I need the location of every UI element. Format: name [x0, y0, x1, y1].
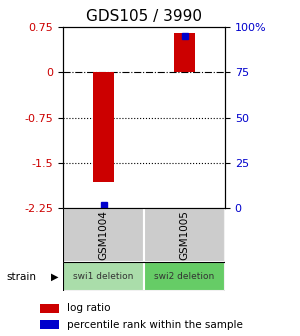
Bar [174, 33, 195, 72]
Text: ▶: ▶ [51, 272, 59, 282]
Bar [40, 304, 59, 313]
Title: GDS105 / 3990: GDS105 / 3990 [86, 9, 202, 24]
Text: swi2 deletion: swi2 deletion [154, 272, 214, 281]
Text: percentile rank within the sample: percentile rank within the sample [67, 320, 243, 330]
Text: log ratio: log ratio [67, 303, 111, 313]
Bar [144, 208, 225, 262]
Bar [144, 262, 225, 291]
Text: swi1 deletion: swi1 deletion [73, 272, 134, 281]
Bar [63, 208, 144, 262]
Bar [63, 262, 144, 291]
Bar [40, 320, 59, 329]
Bar [93, 72, 114, 182]
Text: GSM1004: GSM1004 [98, 210, 109, 260]
Text: GSM1005: GSM1005 [179, 210, 190, 260]
Text: strain: strain [6, 272, 36, 282]
